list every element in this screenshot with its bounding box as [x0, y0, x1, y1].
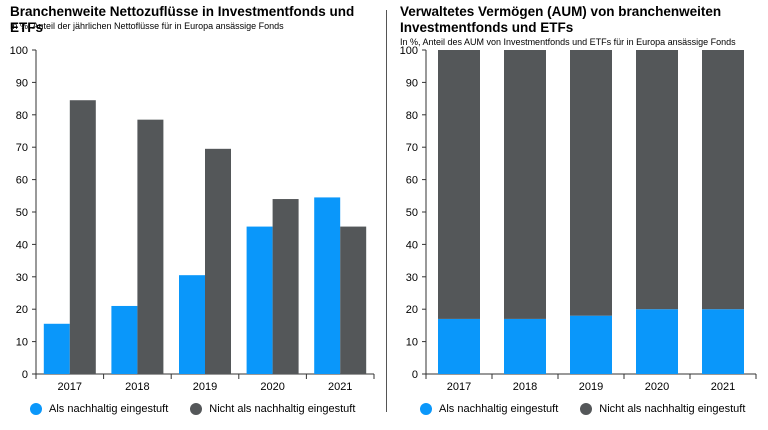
y-tick-label: 30	[406, 272, 418, 284]
bar-not-sustainable	[137, 119, 164, 374]
right-legend-item-not-sustainable: Nicht als nachhaltig eingestuft	[580, 403, 745, 415]
bar-sustainable	[570, 315, 612, 374]
legend-label-sustainable: Als nachhaltig eingestuft	[439, 403, 559, 415]
left-chart-panel: Branchenweite Nettozuflüsse in Investmen…	[10, 4, 377, 415]
bar-sustainable	[438, 318, 480, 374]
bar-not-sustainable	[272, 199, 299, 374]
bar-sustainable	[179, 275, 205, 374]
legend-swatch-sustainable	[30, 403, 42, 415]
bar-sustainable	[246, 226, 273, 374]
x-tick-label: 2020	[260, 381, 284, 393]
bar-sustainable	[314, 197, 341, 374]
panel-divider	[386, 10, 387, 412]
x-tick-label: 2021	[328, 381, 352, 393]
x-tick-label: 2020	[645, 381, 669, 393]
y-tick-label: 100	[400, 45, 418, 57]
bar-not-sustainable	[504, 50, 546, 319]
y-tick-label: 80	[406, 110, 418, 122]
left-bar-chart: 0 10 20 30 40 50 60 70 80 90 100 2017 2018 2019 2020 20…	[10, 45, 375, 393]
bar-sustainable	[43, 323, 70, 374]
legend-label-sustainable: Als nachhaltig eingestuft	[49, 403, 169, 415]
left-chart-title: Branchenweite Nettozuflüsse in Investmen…	[10, 4, 355, 35]
x-tick-label: 2019	[579, 381, 603, 393]
y-tick-label: 50	[16, 207, 28, 219]
y-tick-label: 40	[16, 239, 28, 251]
x-tick-label: 2017	[447, 381, 471, 393]
bar-not-sustainable	[636, 50, 678, 310]
right-chart-subtitle: In %, Anteil des AUM von Investmentfonds…	[400, 37, 736, 47]
y-tick-label: 0	[412, 369, 418, 381]
y-tick-label: 60	[406, 175, 418, 187]
y-tick-label: 60	[16, 175, 28, 187]
bar-not-sustainable	[702, 50, 744, 310]
bar-sustainable	[636, 309, 678, 374]
y-tick-label: 80	[16, 110, 28, 122]
x-tick-label: 2018	[513, 381, 537, 393]
y-tick-label: 70	[16, 142, 28, 154]
y-tick-label: 30	[16, 272, 28, 284]
bar-not-sustainable	[205, 148, 231, 374]
y-tick-label: 40	[406, 239, 418, 251]
bar-not-sustainable	[69, 100, 96, 374]
bar-not-sustainable	[340, 226, 367, 374]
x-tick-label: 2019	[193, 381, 217, 393]
y-tick-label: 90	[16, 77, 28, 89]
y-tick-label: 100	[10, 45, 28, 57]
y-tick-label: 0	[22, 369, 28, 381]
legend-label-not-sustainable: Nicht als nachhaltig eingestuft	[209, 403, 356, 415]
right-legend-item-sustainable: Als nachhaltig eingestuft	[420, 403, 558, 415]
right-chart-panel: Verwaltetes Vermögen (AUM) von branchenw…	[390, 0, 768, 430]
x-tick-label: 2021	[711, 381, 735, 393]
y-tick-label: 90	[406, 77, 418, 89]
left-legend: Als nachhaltig eingestuft Nicht als nach…	[30, 403, 377, 415]
x-tick-label: 2017	[58, 381, 82, 393]
legend-label-not-sustainable: Nicht als nachhaltig eingestuft	[599, 403, 746, 415]
bar-not-sustainable	[438, 50, 480, 319]
y-tick-label: 10	[16, 337, 28, 349]
left-chart-subtitle: In %, Anteil der jährlichen Nettoflüsse …	[10, 21, 284, 31]
left-legend-item-sustainable: Als nachhaltig eingestuft	[30, 403, 168, 415]
bar-sustainable	[111, 305, 138, 374]
legend-swatch-not-sustainable	[190, 403, 203, 415]
right-stacked-bar-chart: 0 10 20 30 40 50 60 70 80 90 100 2017 2018 2019 2020 20…	[400, 45, 757, 393]
left-legend-item-not-sustainable: Nicht als nachhaltig eingestuft	[190, 403, 355, 415]
y-tick-label: 10	[406, 337, 418, 349]
y-tick-label: 50	[406, 207, 418, 219]
bar-not-sustainable	[570, 50, 612, 316]
y-tick-label: 20	[16, 304, 28, 316]
right-chart-title: Verwaltetes Vermögen (AUM) von branchenw…	[400, 4, 722, 35]
legend-swatch-not-sustainable	[580, 403, 593, 415]
legend-swatch-sustainable	[420, 403, 432, 415]
bar-sustainable	[504, 318, 546, 374]
x-tick-label: 2018	[125, 381, 149, 393]
y-tick-label: 70	[406, 142, 418, 154]
right-legend: Als nachhaltig eingestuft Nicht als nach…	[420, 403, 767, 415]
bar-sustainable	[702, 309, 744, 374]
y-tick-label: 20	[406, 304, 418, 316]
